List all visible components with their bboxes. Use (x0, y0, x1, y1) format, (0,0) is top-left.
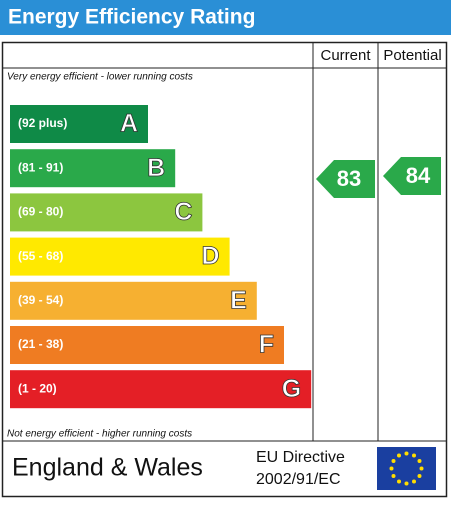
flag-star (412, 479, 416, 484)
band-range: (55 - 68) (18, 249, 63, 263)
band-range: (81 - 91) (18, 160, 63, 174)
directive: EU Directive (256, 449, 345, 466)
top-note: Very energy efficient - lower running co… (7, 72, 193, 83)
band (10, 326, 284, 364)
band (10, 237, 230, 276)
title-bar (0, 0, 451, 35)
band (10, 281, 257, 320)
flag-star (404, 451, 409, 456)
band-range: (39 - 54) (18, 293, 63, 307)
title: Energy Efficiency Rating (8, 6, 255, 29)
band-letter: E (230, 286, 247, 314)
region: England & Wales (12, 454, 203, 482)
directive: 2002/91/EC (256, 471, 341, 488)
flag-star (417, 474, 422, 478)
current-arrow (316, 160, 375, 198)
band (10, 370, 312, 409)
band-letter: A (120, 110, 138, 138)
band-range: (1 - 20) (18, 381, 57, 395)
band-letter: B (147, 154, 165, 182)
flag-star (404, 481, 409, 486)
flag-star (391, 474, 396, 478)
band-range: (21 - 38) (18, 337, 63, 351)
flag-star (389, 466, 394, 471)
band-range: (69 - 80) (18, 205, 63, 219)
band-letter: F (259, 331, 274, 359)
current-rating: 83 (337, 166, 361, 191)
flag-star (419, 466, 424, 471)
flag-star (397, 479, 401, 484)
band-letter: G (282, 375, 301, 403)
band (10, 193, 203, 232)
current-header: Current (320, 47, 371, 64)
potential-rating: 84 (406, 163, 431, 188)
frame (1, 41, 448, 498)
band (10, 105, 148, 143)
bottom-note: Not energy efficient - higher running co… (7, 429, 192, 440)
band (10, 149, 176, 188)
flag-star (391, 459, 396, 463)
flag-star (417, 459, 422, 463)
band-range: (92 plus) (18, 116, 67, 130)
flag-star (412, 453, 416, 458)
band-letter: C (174, 198, 192, 226)
band-letter: D (202, 242, 220, 270)
potential-header: Potential (383, 47, 441, 64)
flag-star (397, 453, 401, 458)
potential-arrow (383, 157, 441, 195)
